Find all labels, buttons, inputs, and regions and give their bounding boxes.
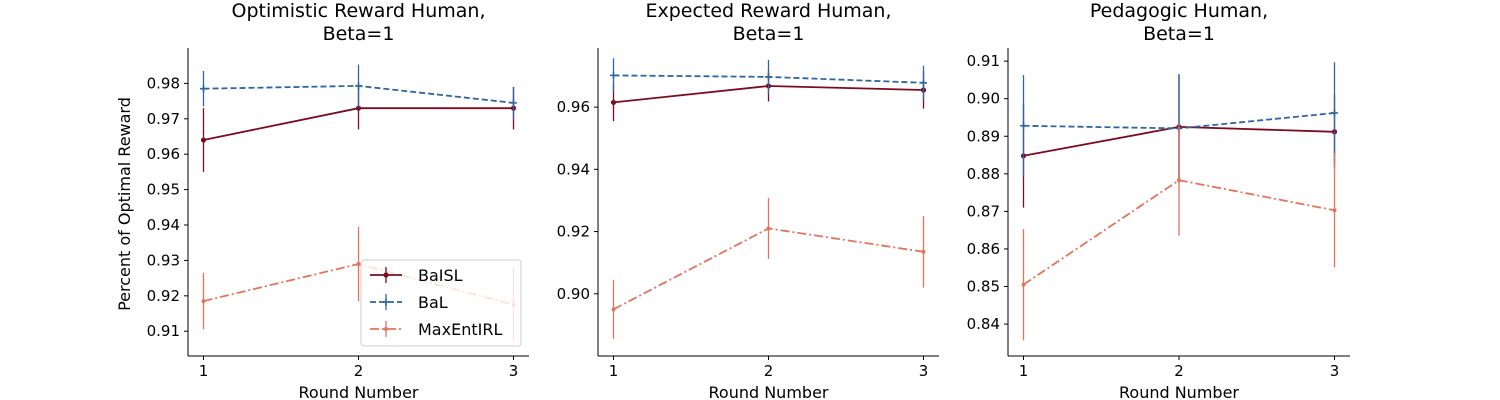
chart-title-line: Beta=1	[323, 23, 395, 45]
data-point	[1020, 122, 1027, 130]
chart-panel-2: Expected Reward Human,Beta=1 0.90 0.92 0.94…	[557, 0, 939, 400]
legend-label: BaISL	[418, 266, 463, 285]
y-tick-label: 0.84	[967, 315, 1000, 333]
data-point	[611, 307, 616, 312]
y-tick-label: 0.95	[147, 181, 180, 199]
legend-box	[360, 259, 522, 347]
y-tick-label: 0.92	[557, 223, 590, 241]
chart-title-line: Beta=1	[733, 23, 805, 45]
x-tick-label: 2	[1174, 362, 1184, 380]
y-tick-label: 0.88	[967, 165, 1000, 183]
data-point	[1177, 178, 1181, 183]
data-point	[920, 79, 927, 87]
x-tick-label: 3	[509, 362, 519, 380]
x-axis-label: Round Number	[709, 383, 829, 400]
chart-panel-1: Optimistic Reward Human,Beta=1 0.91 0.92 0.…	[115, 0, 529, 400]
chart-title-line: Pedagogic Human,	[1090, 0, 1268, 22]
y-tick-label: 0.92	[147, 287, 180, 305]
series-maxentirl	[611, 197, 926, 339]
x-tick-label: 1	[199, 362, 209, 380]
data-point	[1021, 282, 1026, 287]
data-point	[355, 82, 362, 90]
y-tick-label: 0.91	[147, 322, 180, 340]
data-point	[610, 71, 617, 79]
x-tick-label: 3	[919, 362, 929, 380]
x-axis-label: Round Number	[1119, 383, 1239, 400]
y-tick-label: 0.90	[557, 285, 590, 303]
chart-title-line: Beta=1	[1143, 23, 1215, 45]
series-bal	[200, 64, 517, 119]
data-point	[355, 105, 362, 111]
x-tick-label: 1	[1019, 362, 1029, 380]
y-tick-label: 0.91	[967, 52, 1000, 70]
legend-label: MaxEntIRL	[418, 320, 502, 339]
x-tick-label: 3	[1330, 362, 1340, 380]
x-axis-label: Round Number	[299, 383, 419, 400]
data-point	[1332, 208, 1337, 213]
legend: BaISL BaL MaxEntIRL	[360, 259, 522, 347]
data-point	[766, 226, 771, 231]
legend-item-baisl: BaISL	[370, 266, 463, 285]
y-tick-label: 0.94	[557, 160, 590, 178]
legend-item-maxentirl: MaxEntIRL	[370, 320, 502, 339]
series-maxentirl	[1021, 124, 1337, 341]
x-tick-label: 1	[609, 362, 619, 380]
y-tick-label: 0.89	[967, 127, 1000, 145]
y-tick-label: 0.86	[967, 240, 1000, 258]
data-point	[610, 99, 617, 106]
chart-title-line: Expected Reward Human,	[645, 0, 891, 22]
legend-marker	[382, 298, 390, 306]
y-axis-label: Percent of Optimal Reward	[115, 97, 134, 311]
data-point	[356, 261, 361, 266]
data-point	[510, 99, 517, 107]
y-tick-label: 0.87	[967, 202, 1000, 220]
data-point	[200, 137, 207, 143]
legend-item-bal: BaL	[370, 293, 448, 312]
chart-panel-3: Pedagogic Human,Beta=1 0.84 0.85 0.86 0.87 0.…	[967, 0, 1350, 400]
data-point	[765, 73, 772, 81]
data-point	[1331, 109, 1338, 117]
x-tick-label: 2	[354, 362, 364, 380]
y-tick-label: 0.93	[147, 251, 180, 269]
data-point	[921, 249, 926, 254]
legend-marker	[383, 272, 389, 278]
y-tick-label: 0.90	[967, 90, 1000, 108]
y-tick-label: 0.97	[147, 110, 180, 128]
y-tick-label: 0.96	[147, 145, 180, 163]
series-bal	[610, 58, 927, 100]
data-point	[201, 299, 206, 304]
data-point	[200, 85, 207, 93]
y-tick-label: 0.96	[557, 98, 590, 116]
y-tick-label: 0.98	[147, 74, 180, 92]
y-tick-label: 0.85	[967, 278, 1000, 296]
legend-marker	[384, 327, 388, 331]
legend-label: BaL	[418, 293, 448, 312]
y-tick-label: 0.94	[147, 216, 180, 234]
x-tick-label: 2	[764, 362, 774, 380]
chart-title-line: Optimistic Reward Human,	[231, 0, 485, 22]
